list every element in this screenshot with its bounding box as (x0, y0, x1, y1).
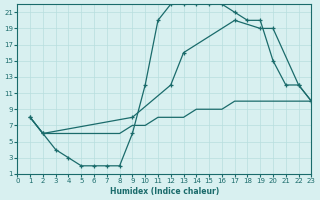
X-axis label: Humidex (Indice chaleur): Humidex (Indice chaleur) (110, 187, 219, 196)
